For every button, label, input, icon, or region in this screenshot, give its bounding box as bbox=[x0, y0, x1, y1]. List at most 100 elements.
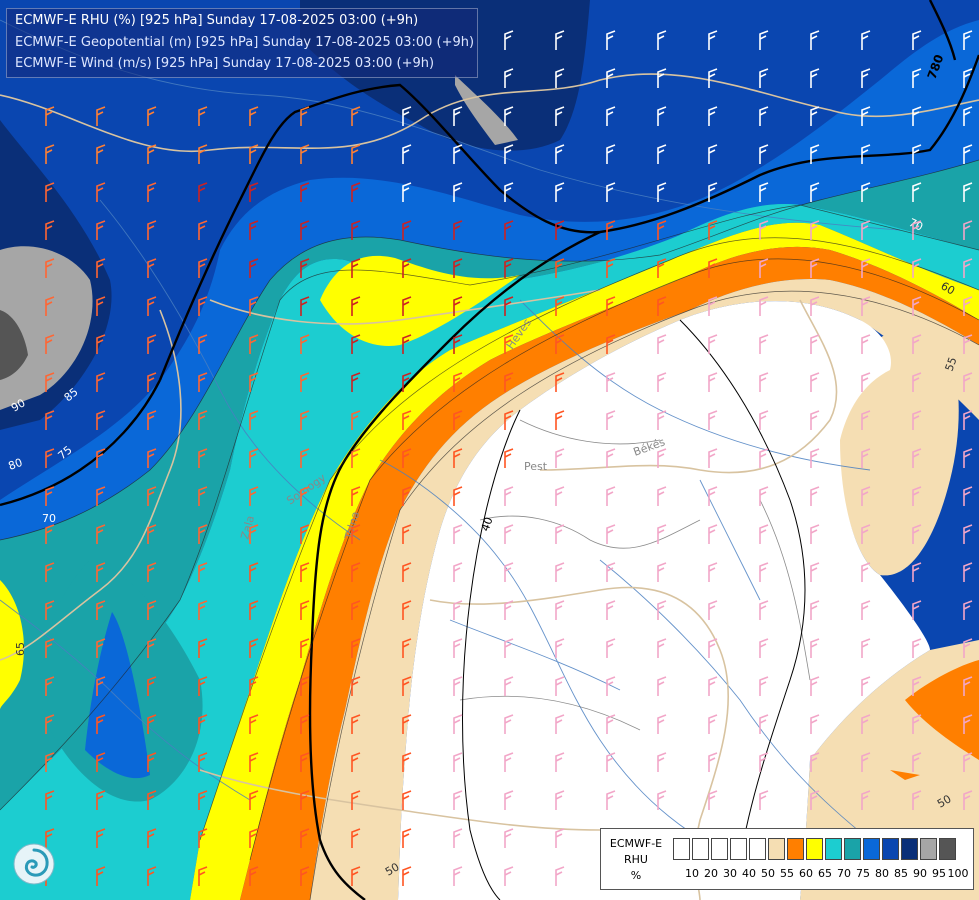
wind-barb-icon bbox=[912, 486, 922, 506]
wind-barb-icon bbox=[300, 638, 310, 658]
wind-barb-icon bbox=[606, 372, 616, 392]
wind-barb-icon bbox=[147, 144, 157, 164]
wind-barb-icon bbox=[912, 106, 922, 126]
wind-barb-icon bbox=[606, 600, 616, 620]
wind-barb-icon bbox=[555, 638, 565, 658]
wind-barb-icon bbox=[453, 106, 463, 126]
wind-barb-icon bbox=[249, 182, 259, 202]
legend-swatch bbox=[806, 838, 823, 860]
wind-barb-icon bbox=[96, 182, 106, 202]
rhu-contour-40 bbox=[679, 319, 806, 861]
wind-barb-icon bbox=[861, 30, 871, 50]
wind-barb-icon bbox=[45, 676, 55, 696]
rhu-field-100 bbox=[0, 310, 28, 380]
wind-barb-icon bbox=[810, 144, 820, 164]
wind-barb-icon bbox=[912, 68, 922, 88]
wind-barb-icon bbox=[504, 296, 514, 316]
wind-barb-icon bbox=[453, 790, 463, 810]
legend-tick-label: 40 bbox=[742, 867, 756, 880]
wind-barb-icon bbox=[402, 296, 412, 316]
wind-barb-icon bbox=[198, 676, 208, 696]
geopotential-780-line bbox=[158, 54, 979, 381]
wind-barb-icon bbox=[351, 334, 361, 354]
rhu-field-50 bbox=[398, 301, 930, 900]
legend: ECMWF-E RHU % 10 20 30 40 50 55 60 65 70 75 80 85 90… bbox=[600, 828, 974, 890]
wind-barb-icon bbox=[300, 562, 310, 582]
legend-swatch bbox=[920, 838, 937, 860]
wind-barb-icon bbox=[606, 448, 616, 468]
wind-barb-icon bbox=[453, 258, 463, 278]
wind-barb-icon bbox=[708, 410, 718, 430]
legend-swatch bbox=[749, 838, 766, 860]
wind-barb-icon bbox=[402, 372, 412, 392]
wind-barb-icon bbox=[963, 220, 973, 240]
wind-barb-icon bbox=[453, 334, 463, 354]
wind-barb-icon bbox=[300, 296, 310, 316]
wind-barb-icon bbox=[555, 752, 565, 772]
wind-barb-icon bbox=[810, 524, 820, 544]
wind-barb-icon bbox=[861, 790, 871, 810]
wind-barb-icon bbox=[810, 30, 820, 50]
wind-barb-icon bbox=[708, 790, 718, 810]
wind-barb-icon bbox=[504, 486, 514, 506]
wind-barb-icon bbox=[249, 144, 259, 164]
legend-unit: % bbox=[630, 869, 642, 882]
wind-barb-icon bbox=[402, 220, 412, 240]
wind-barb-icon bbox=[963, 448, 973, 468]
wind-barb-icon bbox=[147, 258, 157, 278]
wind-barb-icon bbox=[759, 448, 769, 468]
wind-barb-icon bbox=[657, 752, 667, 772]
wind-barb-icon bbox=[504, 182, 514, 202]
wind-barb-icon bbox=[402, 638, 412, 658]
wind-barb-icon bbox=[963, 106, 973, 126]
wind-barb-icon bbox=[657, 182, 667, 202]
rhu-field-65 bbox=[0, 580, 24, 710]
wind-barb-icon bbox=[759, 676, 769, 696]
wind-barb-icon bbox=[861, 676, 871, 696]
wind-barb-icon bbox=[45, 144, 55, 164]
wind-barb-icon bbox=[198, 600, 208, 620]
wind-barb-icon bbox=[351, 144, 361, 164]
wind-barb-icon bbox=[300, 600, 310, 620]
wind-barb-icon bbox=[810, 68, 820, 88]
wind-barb-icon bbox=[912, 410, 922, 430]
legend-tick-label: 50 bbox=[761, 867, 775, 880]
legend-tick-label: 60 bbox=[799, 867, 813, 880]
wind-barb-icon bbox=[198, 790, 208, 810]
wind-barb-icon bbox=[198, 828, 208, 848]
wind-barb-icon bbox=[861, 372, 871, 392]
wind-barb-icon bbox=[657, 30, 667, 50]
wind-barb-icon bbox=[96, 752, 106, 772]
wind-barb-icon bbox=[963, 182, 973, 202]
wind-barb-icon bbox=[96, 220, 106, 240]
wind-barb-icon bbox=[249, 600, 259, 620]
wind-barb-icon bbox=[963, 144, 973, 164]
legend-swatch bbox=[901, 838, 918, 860]
wind-barb-icon bbox=[96, 372, 106, 392]
rhu-field-95 bbox=[0, 246, 93, 410]
wind-barb-icon bbox=[351, 714, 361, 734]
wind-barb-icon bbox=[555, 106, 565, 126]
wind-barb-icon bbox=[759, 220, 769, 240]
wind-barb-icon bbox=[351, 106, 361, 126]
wind-barb-icon bbox=[861, 752, 871, 772]
wind-barb-icon bbox=[555, 68, 565, 88]
wind-barb-icon bbox=[147, 106, 157, 126]
wind-barb-icon bbox=[708, 182, 718, 202]
wind-barb-icon bbox=[249, 258, 259, 278]
wind-barb-icon bbox=[555, 600, 565, 620]
wind-barb-icon bbox=[249, 486, 259, 506]
wind-barb-icon bbox=[45, 106, 55, 126]
contour-label-50: 50 bbox=[383, 860, 402, 878]
wind-barb-icon bbox=[402, 182, 412, 202]
wind-barb-icon bbox=[402, 714, 412, 734]
wind-barb-icon bbox=[402, 334, 412, 354]
wind-barb-icon bbox=[504, 638, 514, 658]
wind-barb-icon bbox=[555, 220, 565, 240]
wind-barb-icon bbox=[555, 448, 565, 468]
wind-barb-icon bbox=[504, 828, 514, 848]
wind-barb-icon bbox=[810, 752, 820, 772]
wind-barb-icon bbox=[759, 600, 769, 620]
wind-barb-icon bbox=[300, 866, 310, 886]
